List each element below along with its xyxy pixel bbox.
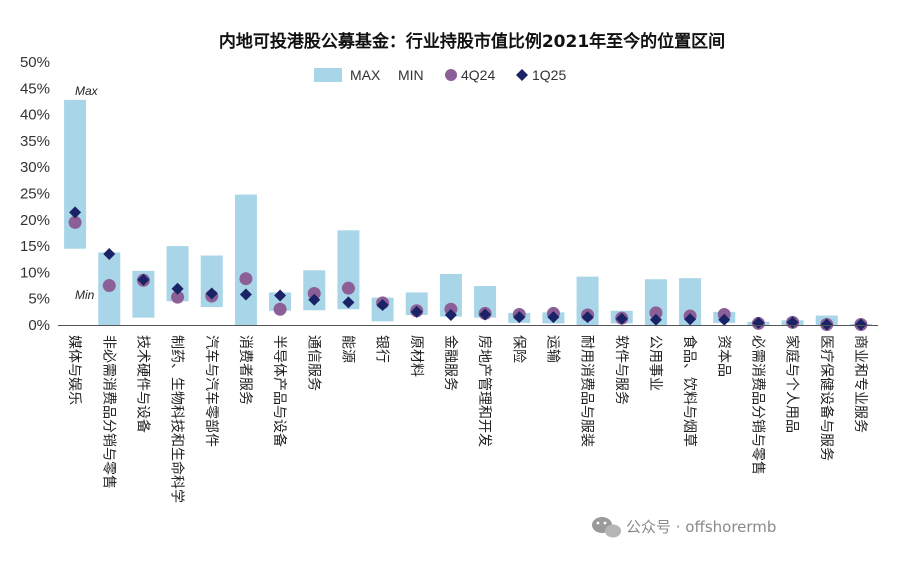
marker-1q25 bbox=[684, 313, 697, 326]
marker-1q25 bbox=[342, 296, 355, 309]
marker-4q24 bbox=[649, 306, 663, 320]
marker-1q25 bbox=[718, 313, 731, 326]
range-bars bbox=[64, 99, 872, 325]
marker-1q25 bbox=[103, 247, 116, 260]
y-tick-label: 5% bbox=[28, 291, 50, 308]
marker-4q24 bbox=[171, 290, 185, 304]
category-label: 食品、饮料与烟草 bbox=[681, 335, 698, 447]
marker-1q25 bbox=[171, 282, 184, 295]
legend-1q25-marker bbox=[516, 69, 528, 81]
category-label: 能源 bbox=[339, 335, 355, 363]
range-bar bbox=[166, 246, 189, 302]
y-tick-label: 20% bbox=[20, 212, 50, 229]
category-label: 技术硬件与设备 bbox=[134, 335, 151, 433]
y-tick-label: 35% bbox=[20, 133, 50, 150]
category-label: 运输 bbox=[544, 335, 560, 363]
marker-1q25 bbox=[205, 287, 218, 300]
marker-1q25 bbox=[69, 206, 82, 219]
legend-4q24-marker bbox=[445, 69, 457, 81]
marker-4q24 bbox=[307, 286, 321, 300]
category-label: 汽车与汽车零部件 bbox=[203, 335, 220, 447]
legend-min-label: MIN bbox=[398, 67, 424, 83]
marker-1q25 bbox=[479, 308, 492, 321]
category-label: 消费者服务 bbox=[237, 335, 253, 405]
marker-4q24 bbox=[341, 281, 355, 295]
category-label: 房地产管理和开发 bbox=[476, 335, 492, 447]
watermark: 公众号 · offshorermb bbox=[592, 517, 776, 538]
category-label: 金融服务 bbox=[442, 335, 458, 391]
data-markers bbox=[68, 206, 868, 331]
marker-1q25 bbox=[308, 293, 321, 306]
category-label: 公用事业 bbox=[647, 335, 663, 391]
y-tick-label: 10% bbox=[20, 264, 50, 281]
marker-1q25 bbox=[615, 312, 628, 325]
marker-4q24 bbox=[102, 279, 116, 293]
category-label: 医疗保健设备与服务 bbox=[818, 335, 835, 461]
legend: MAX MIN 4Q24 1Q25 bbox=[314, 67, 566, 83]
y-tick-label: 45% bbox=[20, 80, 50, 97]
marker-1q25 bbox=[274, 289, 287, 302]
y-tick-label: 15% bbox=[20, 238, 50, 255]
y-tick-label: 0% bbox=[28, 317, 50, 334]
wechat-icon bbox=[592, 517, 621, 538]
legend-4q24-label: 4Q24 bbox=[461, 67, 495, 83]
marker-1q25 bbox=[444, 309, 457, 322]
chart-title: 内地可投港股公募基金：行业持股市值比例2021年至今的位置区间 bbox=[219, 31, 725, 52]
marker-1q25 bbox=[239, 288, 252, 301]
y-tick-label: 50% bbox=[20, 54, 50, 71]
marker-4q24 bbox=[239, 272, 253, 286]
y-axis: 0% 5% 10% 15% 20% 25% 30% 35% 40% 45% 50% bbox=[20, 54, 50, 334]
legend-max-label: MAX bbox=[350, 67, 381, 83]
range-bar bbox=[64, 99, 87, 249]
y-tick-label: 40% bbox=[20, 107, 50, 124]
legend-max-swatch bbox=[314, 68, 342, 82]
category-label: 商业和专业服务 bbox=[852, 335, 868, 433]
category-label: 耐用消费品与服装 bbox=[579, 335, 595, 447]
marker-1q25 bbox=[820, 318, 833, 331]
marker-1q25 bbox=[854, 318, 867, 331]
watermark-text: 公众号 · offshorermb bbox=[626, 518, 776, 536]
range-bar bbox=[474, 286, 497, 318]
category-label: 通信服务 bbox=[305, 335, 321, 391]
marker-1q25 bbox=[547, 311, 560, 324]
marker-1q25 bbox=[513, 311, 526, 324]
y-tick-label: 30% bbox=[20, 159, 50, 176]
category-label: 原材料 bbox=[408, 335, 424, 377]
marker-1q25 bbox=[581, 311, 594, 324]
category-label: 必需消费品分销与零售 bbox=[749, 335, 765, 475]
range-bar bbox=[234, 194, 257, 325]
category-label: 软件与服务 bbox=[613, 335, 629, 405]
legend-1q25-label: 1Q25 bbox=[532, 67, 566, 83]
y-tick-label: 25% bbox=[20, 186, 50, 203]
category-label: 家庭与个人用品 bbox=[784, 335, 801, 433]
category-label: 媒体与娱乐 bbox=[66, 335, 82, 405]
category-label: 银行 bbox=[374, 335, 390, 363]
marker-1q25 bbox=[376, 299, 389, 312]
category-labels: 媒体与娱乐 非必需消费品分销与零售 技术硬件与设备 制药、生物科技和生命科学 汽车与汽车… bbox=[66, 335, 868, 503]
marker-1q25 bbox=[137, 273, 150, 286]
category-label: 非必需消费品分销与零售 bbox=[100, 335, 116, 489]
marker-1q25 bbox=[649, 313, 662, 326]
marker-4q24 bbox=[273, 302, 287, 316]
marker-4q24 bbox=[68, 215, 82, 229]
category-label: 资本品 bbox=[715, 335, 731, 377]
max-annotation: Max bbox=[75, 84, 99, 98]
category-label: 制药、生物科技和生命科学 bbox=[169, 335, 186, 503]
marker-1q25 bbox=[410, 305, 423, 318]
category-label: 半导体产品与设备 bbox=[271, 335, 288, 447]
min-annotation: Min bbox=[75, 288, 95, 302]
category-label: 保险 bbox=[510, 335, 526, 363]
